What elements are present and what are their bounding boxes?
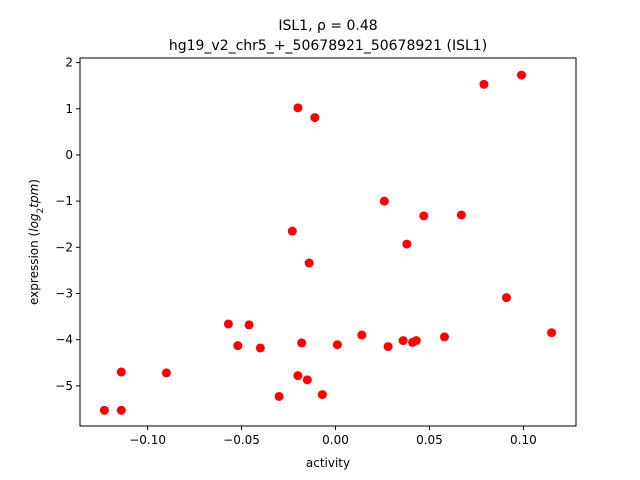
- data-point: [255, 343, 265, 353]
- data-point: [383, 342, 393, 352]
- plot-area: [79, 57, 577, 427]
- chart-title: ISL1, ρ = 0.48: [278, 18, 377, 34]
- data-point: [304, 258, 314, 268]
- data-point: [317, 390, 327, 400]
- plot-frame: [79, 57, 577, 427]
- data-point: [116, 405, 126, 415]
- data-point: [456, 210, 466, 220]
- data-point: [293, 103, 303, 113]
- y-tick-label: −5: [55, 379, 73, 393]
- y-tick-label: −2: [55, 240, 73, 254]
- x-axis-label: activity: [306, 456, 350, 470]
- data-point: [293, 371, 303, 381]
- data-point: [287, 226, 297, 236]
- y-axis: −5 −4 −3 −2 −1 0 1 2: [55, 56, 80, 393]
- data-point: [297, 338, 307, 348]
- data-point: [411, 336, 421, 346]
- data-point: [223, 319, 233, 329]
- data-point: [332, 340, 342, 350]
- data-point: [99, 405, 109, 415]
- data-point: [274, 391, 284, 401]
- data-point: [379, 196, 389, 206]
- y-tick-label: 0: [65, 148, 73, 162]
- data-point: [116, 367, 126, 377]
- data-point: [501, 293, 511, 303]
- data-point: [439, 332, 449, 342]
- x-tick-label: 0.05: [416, 433, 443, 447]
- x-tick-label: 0.10: [510, 433, 537, 447]
- data-point: [310, 113, 320, 123]
- x-axis: −0.10 −0.05 0.00 0.05 0.10: [129, 426, 537, 447]
- x-tick-label: 0.00: [322, 433, 349, 447]
- data-point: [402, 239, 412, 249]
- data-point: [419, 211, 429, 221]
- data-point: [479, 79, 489, 89]
- chart-subtitle: hg19_v2_chr5_+_50678921_50678921 (ISL1): [169, 38, 487, 54]
- x-tick-label: −0.10: [129, 433, 166, 447]
- data-points: [99, 70, 557, 415]
- data-point: [244, 320, 254, 330]
- y-tick-label: −4: [55, 333, 73, 347]
- data-point: [302, 375, 312, 385]
- y-tick-label: 1: [65, 102, 73, 116]
- data-point: [357, 330, 367, 340]
- data-point: [547, 328, 557, 338]
- data-point: [161, 368, 171, 378]
- x-tick-label: −0.05: [223, 433, 260, 447]
- y-tick-label: 2: [65, 56, 73, 70]
- y-tick-label: −3: [55, 286, 73, 300]
- y-axis-label: expression (log2tpm): [27, 179, 46, 305]
- data-point: [233, 341, 243, 351]
- data-point: [517, 70, 527, 80]
- data-point: [398, 336, 408, 346]
- y-tick-label: −1: [55, 194, 73, 208]
